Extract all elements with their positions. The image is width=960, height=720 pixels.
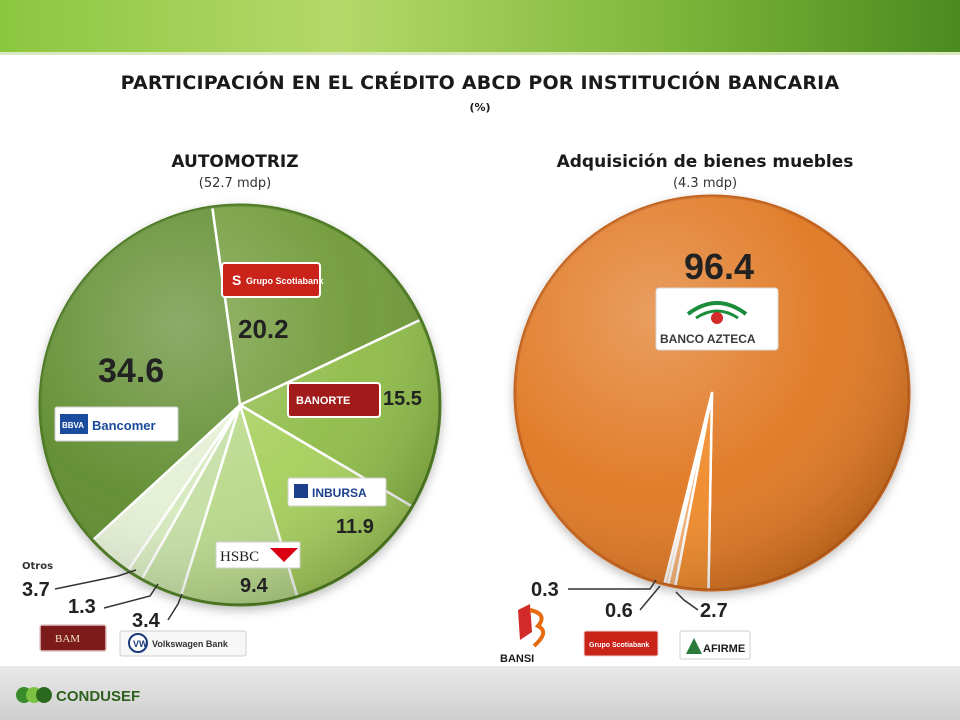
svg-text:Grupo Scotiabank: Grupo Scotiabank: [246, 276, 325, 286]
unit-label: (%): [469, 101, 491, 114]
leader-line-bam: [103, 583, 159, 609]
bienes-chart-subtitle: (4.3 mdp): [672, 176, 738, 191]
svg-text:BAM: BAM: [55, 633, 80, 645]
svg-text:Volkswagen Bank: Volkswagen Bank: [152, 639, 229, 649]
svg-text:CONDUSEF: CONDUSEF: [56, 688, 140, 705]
automotriz-chart-title: AUTOMOTRIZ: [171, 152, 299, 172]
bienes-pie-shine: [515, 196, 909, 590]
leader-line-scotiabank-bienes: [639, 585, 661, 611]
inbursa-logo: INBURSA: [287, 477, 387, 507]
data-label-otros: 3.7: [22, 579, 50, 601]
banco-azteca-logo: BANCO AZTECA: [655, 287, 779, 351]
svg-text:BANORTE: BANORTE: [296, 395, 350, 407]
header-divider: [0, 52, 960, 55]
data-label-afirme: 2.7: [700, 600, 728, 622]
bansi-logo: BANSI: [500, 604, 546, 665]
bam-logo: BAM: [39, 624, 107, 652]
data-label-banco-azteca: 96.4: [684, 246, 754, 287]
svg-text:S: S: [232, 272, 241, 288]
data-label-banorte: 15.5: [383, 388, 422, 410]
footer-bar: [0, 666, 960, 720]
svg-text:BANCO AZTECA: BANCO AZTECA: [660, 332, 756, 346]
data-label-bansi: 0.3: [531, 579, 559, 601]
data-label-volkswagen: 3.4: [132, 610, 161, 632]
svg-text:INBURSA: INBURSA: [312, 486, 367, 500]
scotiabank-logo: S Grupo Scotiabank: [221, 262, 325, 298]
svg-text:BBVA: BBVA: [62, 421, 84, 430]
svg-text:AFIRME: AFIRME: [703, 643, 745, 655]
data-label-hsbc: 9.4: [240, 575, 269, 597]
svg-text:BANSI: BANSI: [500, 653, 534, 665]
banorte-logo: BANORTE: [287, 382, 381, 418]
volkswagen-bank-logo: VW Volkswagen Bank: [119, 630, 247, 657]
bienes-chart-title: Adquisición de bienes muebles: [556, 152, 854, 172]
otros-label: Otros: [22, 561, 53, 572]
leader-line-afirme: [675, 591, 699, 611]
leader-line-bansi: [568, 579, 657, 590]
automotriz-chart-subtitle: (52.7 mdp): [198, 176, 272, 191]
svg-text:Bancomer: Bancomer: [92, 418, 156, 433]
svg-text:VW: VW: [133, 639, 148, 649]
leader-line-otros: [54, 569, 137, 590]
data-label-scotiabank-auto: 20.2: [238, 314, 289, 344]
condusef-logo: CONDUSEF: [16, 687, 140, 705]
hsbc-logo: HSBC: [215, 541, 301, 569]
data-label-bancomer: 34.6: [98, 352, 164, 390]
afirme-logo: AFIRME: [679, 630, 751, 660]
svg-text:HSBC: HSBC: [220, 549, 259, 565]
leader-line-volkswagen: [167, 593, 183, 621]
data-label-inbursa: 11.9: [336, 516, 374, 538]
page-title: PARTICIPACIÓN EN EL CRÉDITO ABCD POR INS…: [120, 72, 840, 94]
svg-text:Grupo Scotiabank: Grupo Scotiabank: [589, 642, 649, 649]
scotiabank-bienes-logo: Grupo Scotiabank: [583, 630, 659, 657]
bancomer-logo: BBVA Bancomer: [54, 406, 179, 442]
data-label-bam: 1.3: [68, 596, 96, 618]
header-banner: [0, 0, 960, 52]
data-label-scotiabank-bienes: 0.6: [605, 600, 633, 622]
